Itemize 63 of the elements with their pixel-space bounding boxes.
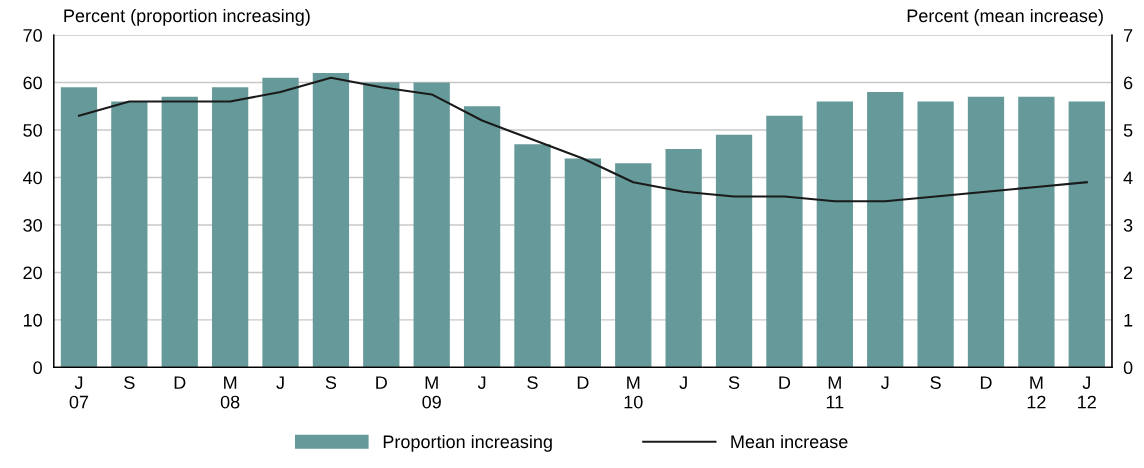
x-tick-label: S bbox=[325, 376, 337, 389]
y2-tick-label: 4 bbox=[1123, 171, 1133, 185]
legend-label: Proportion increasing bbox=[383, 434, 552, 452]
x-tick-label: J 07 bbox=[69, 376, 89, 409]
y-tick-label: 0 bbox=[33, 361, 42, 375]
bar bbox=[262, 77, 299, 368]
bar bbox=[564, 158, 602, 368]
x-tick-label: M 09 bbox=[422, 376, 441, 409]
x-tick-label: D bbox=[779, 376, 791, 389]
bar bbox=[615, 163, 652, 368]
bar bbox=[413, 82, 450, 368]
x-tick-label: S bbox=[930, 376, 941, 389]
bar bbox=[514, 144, 551, 368]
bar bbox=[917, 101, 954, 368]
x-tick-label: S bbox=[728, 376, 740, 389]
y-tick-label: 50 bbox=[23, 123, 42, 137]
x-tick-label: D bbox=[577, 376, 589, 389]
y2-tick-label: 5 bbox=[1123, 124, 1133, 137]
bar bbox=[867, 92, 904, 368]
y2-tick-label: 7 bbox=[1124, 29, 1133, 42]
y2-tick-label: 3 bbox=[1123, 218, 1133, 232]
x-tick-label: M 08 bbox=[220, 376, 240, 409]
bar bbox=[766, 115, 803, 368]
x-tick-label: M 12 bbox=[1027, 376, 1046, 409]
bar bbox=[816, 101, 853, 368]
bar bbox=[363, 82, 400, 368]
line-series bbox=[77, 76, 1088, 203]
y2-tick-label: 6 bbox=[1124, 76, 1133, 90]
x-tick-label: J 12 bbox=[1078, 376, 1096, 409]
bar bbox=[60, 87, 98, 368]
x-tick-label: D bbox=[376, 376, 387, 389]
bar bbox=[463, 106, 501, 368]
x-tick-label: M 10 bbox=[624, 376, 643, 409]
y-tick-label: 30 bbox=[23, 218, 42, 232]
x-tick-label: J bbox=[477, 376, 486, 389]
bar bbox=[211, 87, 249, 368]
y-tick-label: 60 bbox=[23, 76, 42, 90]
x-tick-label: D bbox=[174, 376, 186, 389]
bar bbox=[111, 101, 148, 368]
x-tick-label: D bbox=[980, 376, 992, 389]
bar bbox=[312, 73, 350, 368]
x-tick-label: J bbox=[679, 376, 687, 389]
bar bbox=[665, 149, 702, 368]
bar bbox=[161, 96, 198, 368]
y2-tick-label: 2 bbox=[1123, 266, 1133, 279]
x-tick-label: J bbox=[276, 376, 284, 389]
y2-axis-title: Percent (mean increase) bbox=[907, 8, 1103, 26]
bar bbox=[1068, 101, 1105, 368]
bar bbox=[967, 96, 1005, 368]
y-tick-label: 40 bbox=[22, 171, 42, 185]
y-tick-label: 20 bbox=[23, 266, 42, 280]
legend-label: Mean increase bbox=[731, 434, 848, 449]
x-tick-label: M 11 bbox=[826, 376, 844, 409]
bar bbox=[715, 134, 753, 368]
y2-tick-label: 1 bbox=[1124, 314, 1133, 327]
x-tick-label: S bbox=[527, 376, 538, 389]
y-tick-label: 10 bbox=[23, 313, 42, 327]
y-axis-title: Percent (proportion increasing) bbox=[64, 8, 310, 26]
bar bbox=[1018, 96, 1055, 368]
x-tick-label: J bbox=[880, 376, 889, 389]
y-tick-label: 70 bbox=[23, 29, 42, 42]
x-tick-label: S bbox=[124, 376, 135, 389]
y2-tick-label: 0 bbox=[1123, 361, 1133, 375]
